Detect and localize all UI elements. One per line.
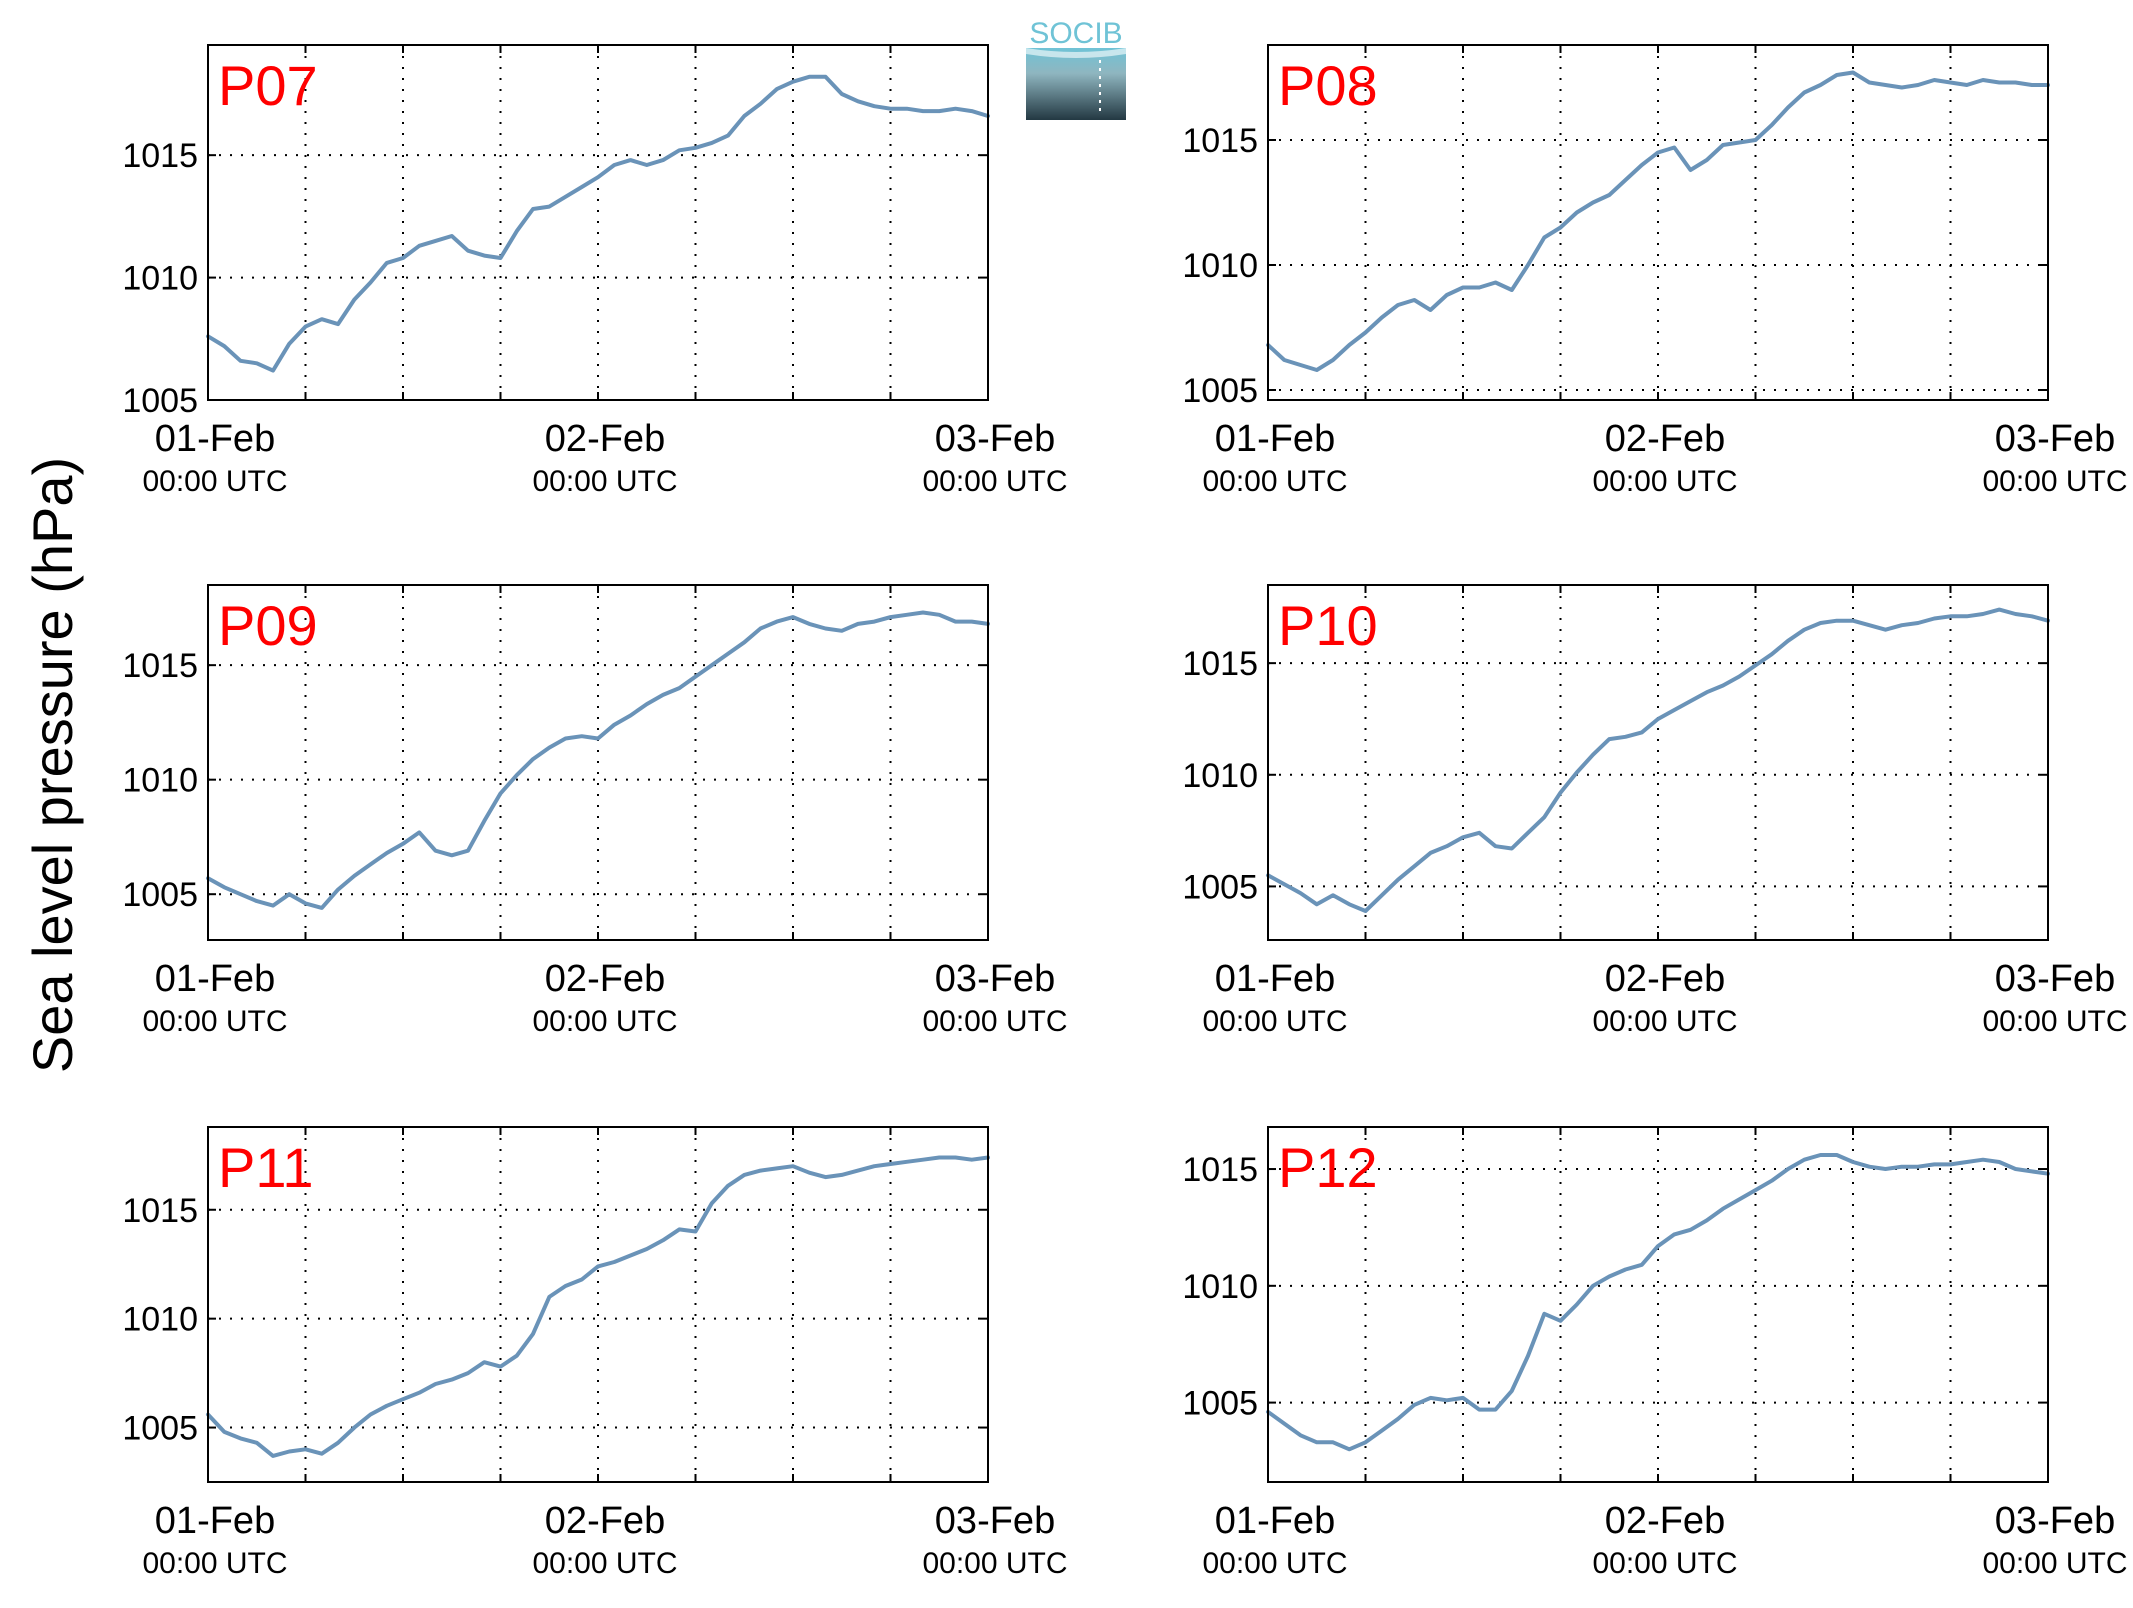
- y-tick-label: 1005: [122, 382, 198, 420]
- x-tick-time-label: 00:00 UTC: [1982, 465, 2127, 498]
- x-tick-date-label: 01-Feb: [1215, 1500, 1335, 1542]
- y-tick-label: 1005: [1182, 1385, 1258, 1423]
- x-tick-time-label: 00:00 UTC: [1592, 465, 1737, 498]
- x-tick-time-label: 00:00 UTC: [142, 1547, 287, 1580]
- x-tick-time-label: 00:00 UTC: [922, 1005, 1067, 1038]
- x-tick-date-label: 03-Feb: [1995, 1500, 2115, 1542]
- x-tick-date-label: 03-Feb: [1995, 958, 2115, 1000]
- x-tick-date-label: 02-Feb: [545, 958, 665, 1000]
- x-tick-time-label: 00:00 UTC: [922, 465, 1067, 498]
- x-tick-date-label: 03-Feb: [935, 958, 1055, 1000]
- station-label: P12: [1278, 1136, 1378, 1199]
- y-tick-label: 1005: [1182, 868, 1258, 906]
- plot-frame: [207, 1126, 989, 1483]
- x-tick-time-label: 00:00 UTC: [922, 1547, 1067, 1580]
- pressure-series-line: [1266, 70, 2050, 372]
- chart-panel-p11: 1005 1010 1015 P11 01-Feb 00:00 UTC 02-Feb 00:0…: [122, 1126, 1068, 1580]
- x-tick-date-label: 01-Feb: [155, 958, 275, 1000]
- station-label: P07: [218, 54, 318, 117]
- y-tick-label: 1015: [122, 1192, 198, 1230]
- y-tick-label: 1005: [122, 1410, 198, 1448]
- y-tick-label: 1010: [1182, 247, 1258, 285]
- y-tick-label: 1010: [122, 1301, 198, 1339]
- logo-wave: [1026, 48, 1126, 58]
- station-label: P08: [1278, 54, 1378, 117]
- x-tick-date-label: 03-Feb: [1995, 418, 2115, 460]
- x-tick-date-label: 02-Feb: [1605, 418, 1725, 460]
- chart-panel-p09: 1005 1010 1015 P09 01-Feb 00:00 UTC 02-Feb 00:0…: [122, 584, 1068, 1038]
- x-tick-time-label: 00:00 UTC: [1592, 1005, 1737, 1038]
- socib-logo: SOCIB: [1026, 17, 1126, 120]
- pressure-series-line: [206, 610, 990, 910]
- y-tick-label: 1005: [1182, 372, 1258, 410]
- pressure-series-line: [1266, 1153, 2050, 1452]
- pressure-series-line: [206, 74, 990, 373]
- x-tick-time-label: 00:00 UTC: [142, 465, 287, 498]
- x-tick-time-label: 00:00 UTC: [1982, 1005, 2127, 1038]
- station-label: P10: [1278, 594, 1378, 657]
- x-tick-time-label: 00:00 UTC: [532, 1547, 677, 1580]
- x-tick-time-label: 00:00 UTC: [532, 1005, 677, 1038]
- plot-frame: [1267, 584, 2049, 941]
- y-tick-label: 1015: [122, 137, 198, 175]
- y-tick-label: 1010: [1182, 757, 1258, 795]
- x-tick-date-label: 02-Feb: [545, 1500, 665, 1542]
- plot-frame: [207, 44, 989, 401]
- logo-text: SOCIB: [1029, 17, 1122, 50]
- plot-frame: [207, 584, 989, 941]
- x-tick-date-label: 02-Feb: [545, 418, 665, 460]
- y-axis-label: Sea level pressure (hPa): [21, 457, 84, 1073]
- plot-frame: [1267, 1126, 2049, 1483]
- y-tick-label: 1010: [122, 260, 198, 298]
- x-tick-time-label: 00:00 UTC: [142, 1005, 287, 1038]
- x-tick-date-label: 01-Feb: [155, 1500, 275, 1542]
- y-tick-label: 1010: [122, 762, 198, 800]
- station-label: P09: [218, 594, 318, 657]
- chart-panel-p10: 1005 1010 1015 P10 01-Feb 00:00 UTC 02-Feb 00:0…: [1182, 584, 2128, 1038]
- x-tick-time-label: 00:00 UTC: [532, 465, 677, 498]
- x-tick-time-label: 00:00 UTC: [1982, 1547, 2127, 1580]
- x-tick-time-label: 00:00 UTC: [1202, 1005, 1347, 1038]
- x-tick-date-label: 01-Feb: [1215, 418, 1335, 460]
- x-tick-date-label: 03-Feb: [935, 418, 1055, 460]
- pressure-series-line: [206, 1155, 990, 1458]
- y-tick-label: 1015: [1182, 1151, 1258, 1189]
- y-tick-label: 1015: [1182, 645, 1258, 683]
- station-label: P11: [218, 1136, 313, 1199]
- y-tick-label: 1015: [122, 647, 198, 685]
- chart-panel-p12: 1005 1010 1015 P12 01-Feb 00:00 UTC 02-Feb 00:0…: [1182, 1126, 2128, 1580]
- x-tick-date-label: 03-Feb: [935, 1500, 1055, 1542]
- x-tick-date-label: 02-Feb: [1605, 958, 1725, 1000]
- x-tick-time-label: 00:00 UTC: [1202, 1547, 1347, 1580]
- y-tick-label: 1015: [1182, 122, 1258, 160]
- x-tick-time-label: 00:00 UTC: [1202, 465, 1347, 498]
- x-tick-date-label: 02-Feb: [1605, 1500, 1725, 1542]
- x-tick-date-label: 01-Feb: [155, 418, 275, 460]
- pressure-series-line: [1266, 607, 2050, 913]
- logo-block: [1026, 48, 1126, 120]
- x-tick-date-label: 01-Feb: [1215, 958, 1335, 1000]
- y-tick-label: 1005: [122, 876, 198, 914]
- plot-frame: [1267, 44, 2049, 401]
- chart-panel-p07: 1005 1010 1015 P07 01-Feb 00:00 UTC 02-Feb 00:0…: [122, 44, 1068, 498]
- chart-panel-p08: 1005 1010 1015 P08 01-Feb 00:00 UTC 02-Feb 00:0…: [1182, 44, 2128, 498]
- y-tick-label: 1010: [1182, 1268, 1258, 1306]
- x-tick-time-label: 00:00 UTC: [1592, 1547, 1737, 1580]
